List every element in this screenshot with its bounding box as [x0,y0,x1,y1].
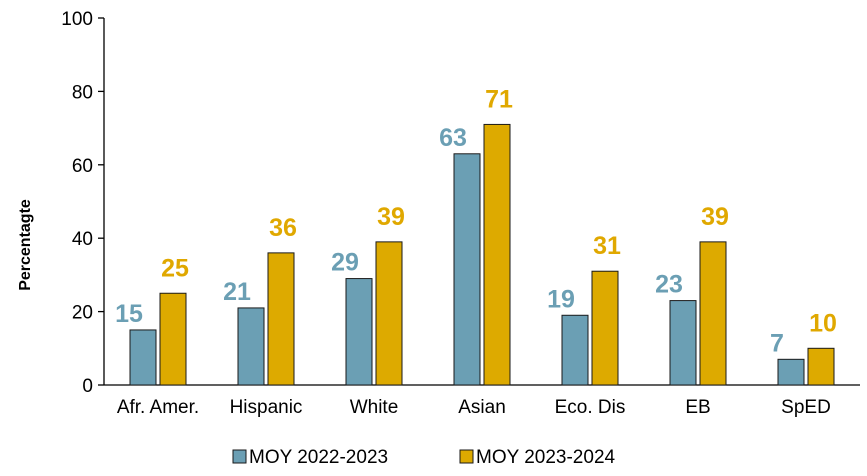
bar [483,123,511,386]
data-label: 19 [547,285,575,313]
legend-entry: MOY 2022-2023 [249,447,388,468]
bar [669,300,697,386]
data-label: 29 [331,249,359,277]
y-tick-labels: 0 20 40 60 80 100 [61,9,93,397]
data-label: 25 [161,254,189,282]
bar [345,278,373,386]
legend-entry: MOY 2023-2024 [476,447,616,468]
data-label: 23 [655,271,683,299]
legend-swatch [232,449,247,464]
bar [237,307,265,386]
bar [267,252,295,386]
data-label: 21 [223,278,251,306]
bars [129,123,835,386]
x-tick-label: White [350,397,399,418]
x-tick-label: Hispanic [230,397,303,418]
bar [453,153,481,386]
y-tick-label: 40 [72,229,93,250]
x-tick-label: EB [685,397,710,418]
bar [591,270,619,386]
y-tick-label: 0 [82,376,93,397]
data-label: 36 [269,214,297,242]
bar [375,241,403,386]
y-tick-label: 100 [61,9,93,30]
bar [129,329,157,386]
legend-swatch [459,449,474,464]
y-tick-label: 60 [72,156,93,177]
data-label: 10 [809,309,837,337]
x-tick-label: Afr. Amer. [117,397,199,418]
bar [699,241,727,386]
data-labels: 15 25 21 36 29 39 63 71 19 31 23 39 7 10 [115,85,837,357]
data-label: 7 [770,329,784,357]
bar [159,292,187,386]
x-tick-labels: Afr. Amer. Hispanic White Asian Eco. Dis EB Sp… [117,397,831,418]
legend: MOY 2022-2023 MOY 2023-2024 [232,447,616,468]
x-tick-label: SpED [781,397,831,418]
bar [561,314,589,386]
data-label: 15 [115,300,143,328]
x-tick-label: Eco. Dis [555,397,626,418]
data-label: 71 [485,85,513,113]
data-label: 39 [377,203,405,231]
y-tick-label: 80 [72,82,93,103]
data-label: 31 [593,232,621,260]
x-tick-label: Asian [458,397,506,418]
bar [807,347,835,386]
data-label: 39 [701,203,729,231]
data-label: 63 [439,124,467,152]
axes [98,17,860,386]
y-axis-title: Percentagte [17,199,34,291]
y-tick-label: 20 [72,303,93,324]
bar [777,358,805,386]
